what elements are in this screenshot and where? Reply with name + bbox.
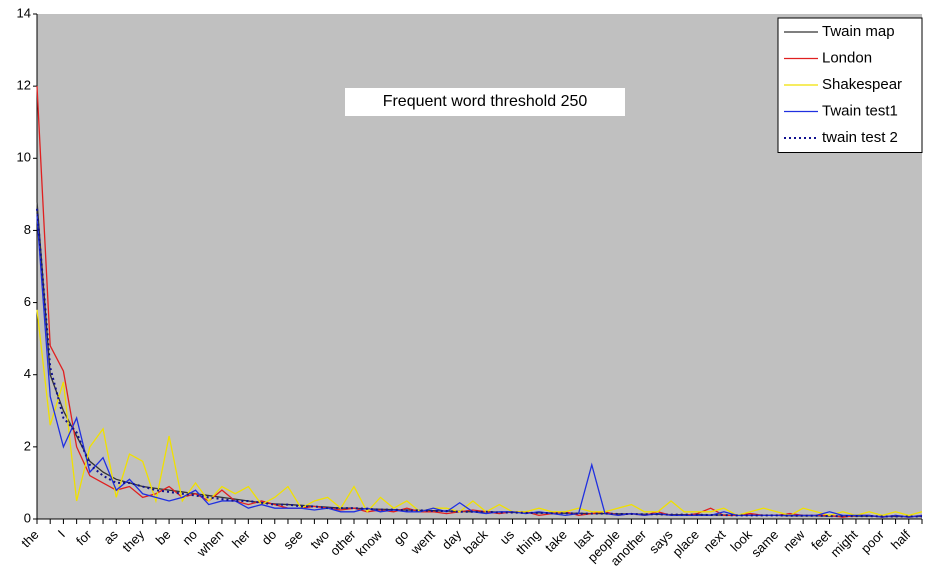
x-tick-label: poor [858, 526, 887, 555]
legend-label: London [822, 49, 872, 66]
y-tick-label: 0 [24, 510, 31, 525]
y-tick-label: 2 [24, 438, 31, 453]
x-tick-label: take [542, 527, 570, 555]
legend-label: Shakespear [822, 76, 902, 93]
x-tick-label: do [258, 527, 279, 548]
y-tick-label: 6 [24, 294, 31, 309]
annotation-box [345, 88, 625, 116]
annotation: Frequent word threshold 250 [383, 93, 588, 110]
x-tick-label: other [327, 526, 359, 558]
x-tick-label: back [461, 527, 491, 557]
line-series [36, 309, 923, 517]
x-tick-label: see [280, 527, 305, 552]
x-tick-label: when [193, 527, 226, 560]
y-tick-label: 12 [17, 78, 31, 93]
x-tick-label: I [55, 527, 68, 540]
y-tick-label: 14 [17, 5, 31, 20]
x-tick-label: for [73, 526, 95, 548]
y-tick-label: 8 [24, 222, 31, 237]
line-series [36, 215, 923, 518]
x-tick-label: the [18, 527, 41, 550]
x-tick-label: they [119, 527, 147, 555]
x-tick-label: know [353, 527, 385, 559]
x-tick-label: new [780, 527, 808, 555]
x-tick-label: be [153, 527, 174, 548]
legend-label: twain test 2 [822, 129, 898, 146]
x-tick-label: place [669, 527, 702, 560]
x-tick-label: same [748, 527, 781, 560]
legend: Twain map London Shakespear Twain test1 twai… [777, 17, 923, 153]
legend-label: Twain test1 [822, 102, 898, 119]
x-tick-label: day [439, 527, 465, 553]
x-tick-label: might [827, 527, 860, 560]
y-tick-label: 10 [17, 150, 31, 165]
x-tick-label: her [229, 526, 253, 550]
x-tick-label: went [407, 527, 438, 558]
x-tick-label: next [700, 527, 728, 555]
x-tick-label: half [888, 527, 914, 553]
y-tick-label: 4 [24, 366, 31, 381]
legend-label: Twain map [822, 23, 895, 40]
x-tick-label: thing [513, 527, 544, 558]
